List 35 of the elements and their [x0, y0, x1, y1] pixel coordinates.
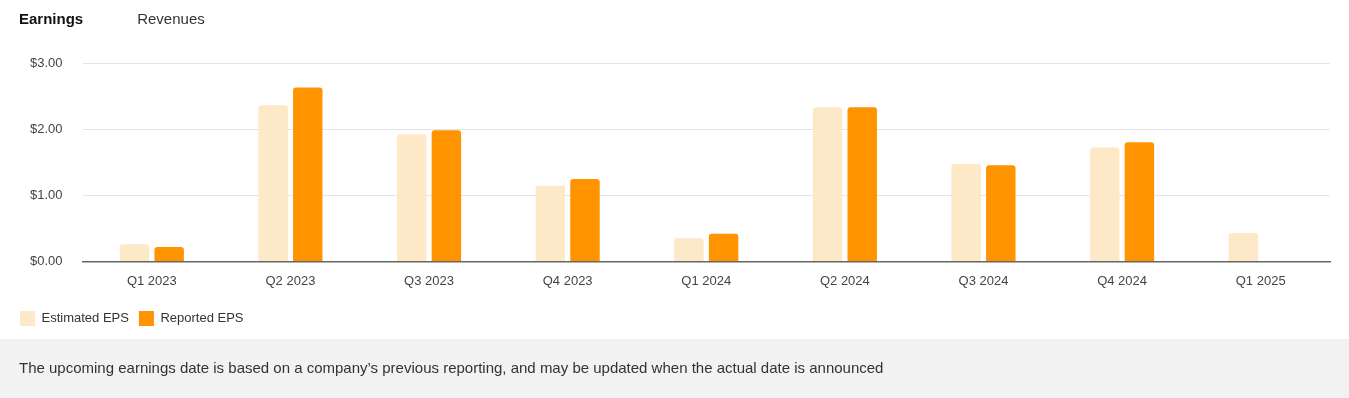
y-tick-label: $2.00 [29, 121, 63, 137]
text: The upcoming earnings date is based on a company’s previous reporting, and may be updated when the actual date is announced [0, 339, 1349, 398]
x-tick-label: Q4 2024 [1097, 272, 1148, 288]
bar [570, 179, 600, 261]
x-tick-label: Q4 2023 [542, 272, 593, 288]
y-tick-label: $0.00 [29, 252, 63, 268]
bar [1090, 147, 1120, 261]
bar [951, 163, 981, 261]
y-tick-label: $1.00 [29, 187, 63, 203]
bar [812, 107, 843, 261]
legend-label: Reported EPS [160, 310, 244, 326]
text: Revenues [137, 9, 205, 27]
text: Earnings [19, 9, 84, 27]
x-tick-label: Q2 2023 [265, 272, 316, 288]
x-tick-label: Q1 2024 [681, 272, 732, 288]
bar [258, 105, 288, 261]
x-tick-label: Q3 2024 [958, 272, 1009, 288]
x-tick-label: Q1 2025 [1235, 272, 1286, 288]
bar [154, 246, 184, 261]
bar [708, 233, 739, 261]
bar [1124, 142, 1155, 261]
bar [119, 244, 150, 261]
bar [535, 185, 566, 261]
bar [293, 87, 323, 261]
y-tick-label: $3.00 [29, 55, 63, 71]
bar [1228, 233, 1259, 261]
x-tick-label: Q2 2024 [819, 272, 870, 288]
bar [847, 107, 877, 261]
x-tick-label: Q1 2023 [126, 272, 177, 288]
bar [674, 238, 704, 261]
bar [986, 165, 1016, 261]
legend-label: Estimated EPS [41, 310, 130, 326]
bar [397, 134, 427, 261]
bar [431, 130, 462, 261]
x-tick-label: Q3 2023 [404, 272, 454, 288]
